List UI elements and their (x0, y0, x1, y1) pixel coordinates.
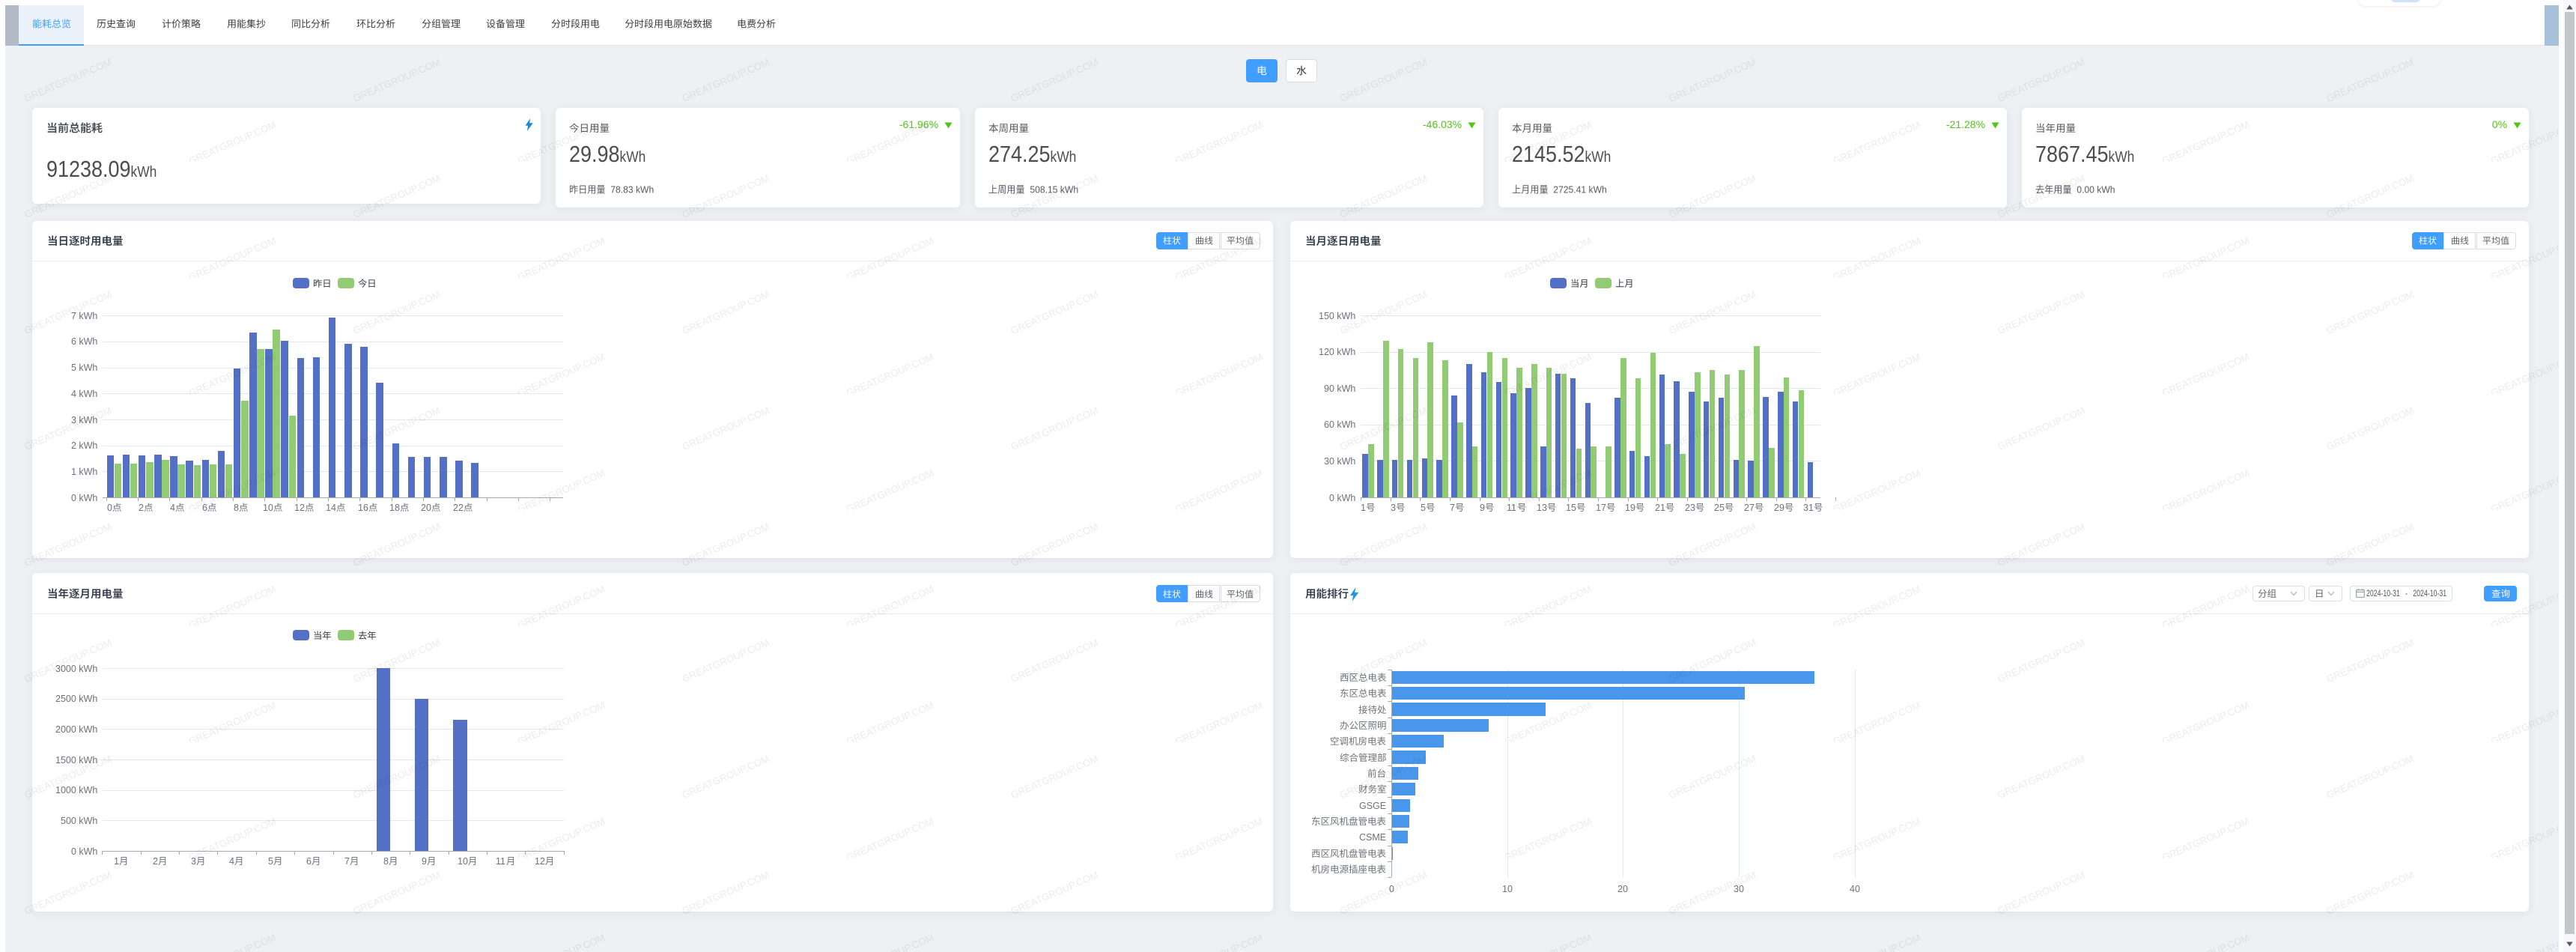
svg-text:14: 14 (326, 503, 336, 513)
svg-text:0: 0 (107, 503, 112, 513)
svg-text:6: 6 (202, 503, 207, 513)
svg-text:0 kWh: 0 kWh (71, 493, 97, 503)
svg-text:150 kWh: 150 kWh (1319, 311, 1355, 321)
svg-text:5: 5 (268, 856, 273, 867)
svg-text:22: 22 (453, 503, 464, 513)
svg-text:25: 25 (1714, 503, 1725, 513)
svg-text:12: 12 (294, 503, 305, 513)
svg-text:2: 2 (139, 503, 144, 513)
svg-text:7: 7 (1450, 503, 1455, 513)
svg-text:40: 40 (1850, 884, 1860, 894)
svg-text:6: 6 (306, 856, 312, 867)
svg-text:29: 29 (1774, 503, 1784, 513)
svg-text:19: 19 (1625, 503, 1635, 513)
svg-text:CSME: CSME (1359, 832, 1386, 843)
svg-text:15: 15 (1566, 503, 1576, 513)
svg-text:8: 8 (234, 503, 239, 513)
svg-text:1: 1 (1361, 503, 1366, 513)
svg-text:3: 3 (191, 856, 196, 867)
svg-text:5 kWh: 5 kWh (71, 363, 97, 373)
svg-text:0 kWh: 0 kWh (71, 846, 97, 857)
svg-text:30: 30 (1734, 884, 1744, 894)
svg-text:5: 5 (1421, 503, 1426, 513)
svg-text:20: 20 (421, 503, 431, 513)
svg-text:GSGE: GSGE (1359, 801, 1386, 811)
svg-text:4: 4 (229, 856, 234, 867)
svg-text:12: 12 (535, 856, 545, 867)
svg-text:10: 10 (458, 856, 468, 867)
svg-text:2725.41 kWh: 2725.41 kWh (1549, 184, 1607, 195)
svg-text:21: 21 (1655, 503, 1665, 513)
svg-text:500 kWh: 500 kWh (61, 816, 97, 826)
svg-text:18: 18 (389, 503, 400, 513)
svg-text:10: 10 (263, 503, 273, 513)
svg-text:7 kWh: 7 kWh (71, 311, 97, 321)
svg-text:11: 11 (496, 856, 505, 867)
svg-text:8: 8 (383, 856, 389, 867)
svg-text:3 kWh: 3 kWh (71, 415, 97, 425)
svg-text:7: 7 (344, 856, 350, 867)
svg-text:2500 kWh: 2500 kWh (55, 694, 97, 704)
svg-text:1500 kWh: 1500 kWh (55, 755, 97, 765)
svg-text:4 kWh: 4 kWh (71, 389, 97, 399)
svg-text:0.00 kWh: 0.00 kWh (2072, 184, 2115, 195)
svg-text:2: 2 (153, 856, 158, 867)
svg-text:10: 10 (1502, 884, 1513, 894)
svg-text:90 kWh: 90 kWh (1324, 383, 1355, 394)
svg-text:31: 31 (1803, 503, 1814, 513)
svg-text:3000 kWh: 3000 kWh (55, 664, 97, 674)
svg-text:0: 0 (1389, 884, 1394, 894)
svg-text:9: 9 (1480, 503, 1485, 513)
svg-text:6 kWh: 6 kWh (71, 336, 97, 347)
svg-text:1: 1 (114, 856, 119, 867)
svg-text:1 kWh: 1 kWh (71, 467, 97, 477)
svg-text:78.83 kWh: 78.83 kWh (606, 184, 654, 195)
svg-text:17: 17 (1596, 503, 1606, 513)
svg-text:0 kWh: 0 kWh (1329, 493, 1355, 503)
svg-text:30 kWh: 30 kWh (1324, 456, 1355, 467)
svg-text:120 kWh: 120 kWh (1319, 347, 1355, 357)
svg-text:9: 9 (422, 856, 427, 867)
svg-text:23: 23 (1685, 503, 1695, 513)
svg-text:16: 16 (358, 503, 368, 513)
svg-text:3: 3 (1391, 503, 1396, 513)
svg-text:1000 kWh: 1000 kWh (55, 785, 97, 795)
svg-text:13: 13 (1537, 503, 1547, 513)
svg-text:20: 20 (1617, 884, 1628, 894)
svg-text:4: 4 (170, 503, 175, 513)
svg-text:508.15 kWh: 508.15 kWh (1025, 184, 1078, 195)
svg-text:60 kWh: 60 kWh (1324, 419, 1355, 430)
svg-text:27: 27 (1744, 503, 1755, 513)
svg-text:2000 kWh: 2000 kWh (55, 724, 97, 735)
svg-text:11: 11 (1507, 503, 1516, 513)
svg-text:2 kWh: 2 kWh (71, 440, 97, 451)
